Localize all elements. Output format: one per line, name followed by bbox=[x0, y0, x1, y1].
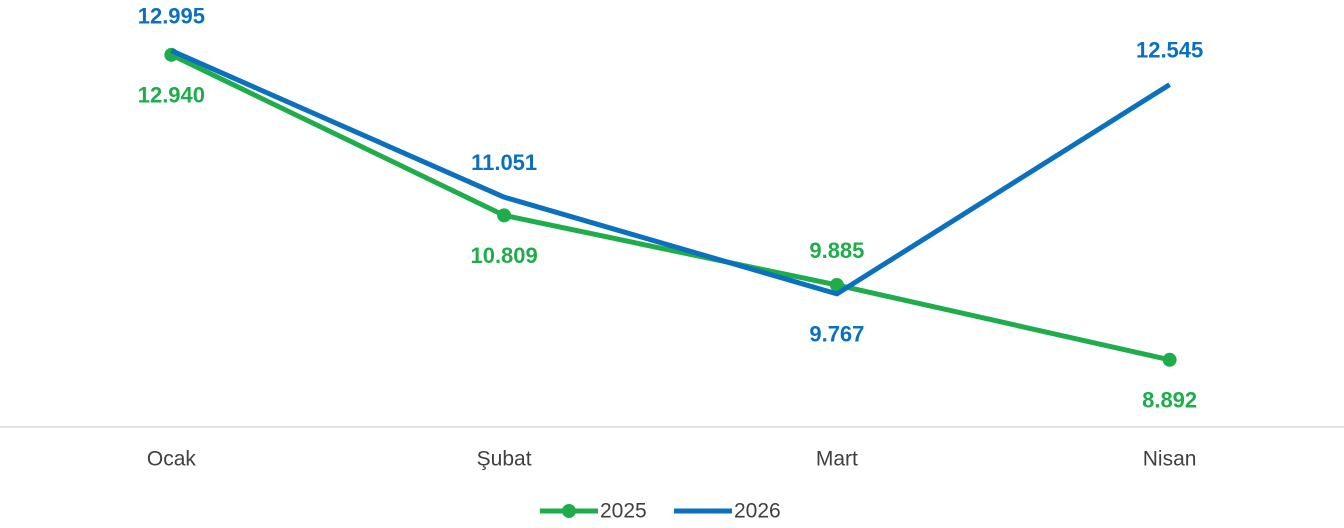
data-label: 9.885 bbox=[809, 238, 864, 263]
data-label: 12.995 bbox=[138, 4, 205, 29]
legend-marker bbox=[562, 504, 576, 518]
x-tick-label: Ocak bbox=[147, 448, 197, 471]
data-label: 12.545 bbox=[1136, 37, 1203, 62]
legend-label: 2026 bbox=[734, 500, 781, 523]
line bbox=[170, 52, 1171, 363]
data-label: 8.892 bbox=[1142, 388, 1197, 413]
legend-label: 2025 bbox=[600, 500, 647, 523]
data-label: 9.767 bbox=[809, 322, 864, 347]
x-tick-label: Nisan bbox=[1143, 448, 1197, 471]
data-label: 10.809 bbox=[470, 243, 537, 268]
marker bbox=[497, 208, 512, 223]
x-tick-label: Mart bbox=[816, 448, 858, 471]
marker bbox=[829, 277, 844, 292]
data-label: 11.051 bbox=[471, 150, 537, 175]
marker bbox=[1162, 352, 1177, 367]
line bbox=[170, 48, 1171, 297]
x-tick-label: Şubat bbox=[477, 448, 532, 471]
data-label: 12.940 bbox=[138, 83, 205, 108]
